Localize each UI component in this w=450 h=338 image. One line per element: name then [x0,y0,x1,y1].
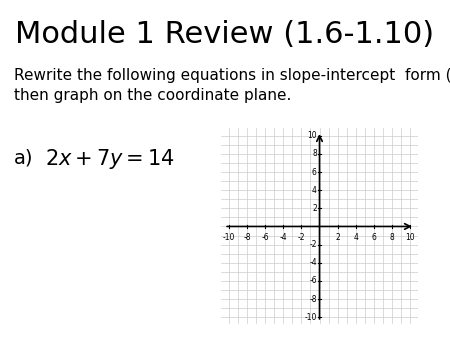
Text: 2: 2 [335,233,340,242]
Text: 6: 6 [372,233,376,242]
Text: Rewrite the following equations in slope-intercept  form (solve for y),: Rewrite the following equations in slope… [14,68,450,82]
Text: a): a) [14,149,33,168]
Text: -6: -6 [309,276,317,285]
Text: -10: -10 [304,313,317,322]
Text: -4: -4 [309,258,317,267]
Text: 4: 4 [353,233,358,242]
Text: 2: 2 [312,204,317,213]
Text: $2x + 7y = 14$: $2x + 7y = 14$ [45,147,175,171]
Text: -2: -2 [297,233,305,242]
Text: then graph on the coordinate plane.: then graph on the coordinate plane. [14,88,291,103]
Text: 10: 10 [405,233,415,242]
Text: -10: -10 [223,233,235,242]
Text: 8: 8 [312,149,317,158]
Text: Module 1 Review (1.6-1.10): Module 1 Review (1.6-1.10) [15,20,435,49]
Text: -4: -4 [279,233,287,242]
Text: 6: 6 [312,168,317,176]
Text: -8: -8 [243,233,251,242]
Text: 10: 10 [307,131,317,140]
Text: 4: 4 [312,186,317,195]
Text: -6: -6 [261,233,269,242]
Text: -2: -2 [309,240,317,249]
Text: -8: -8 [309,295,317,304]
Text: 8: 8 [390,233,395,242]
